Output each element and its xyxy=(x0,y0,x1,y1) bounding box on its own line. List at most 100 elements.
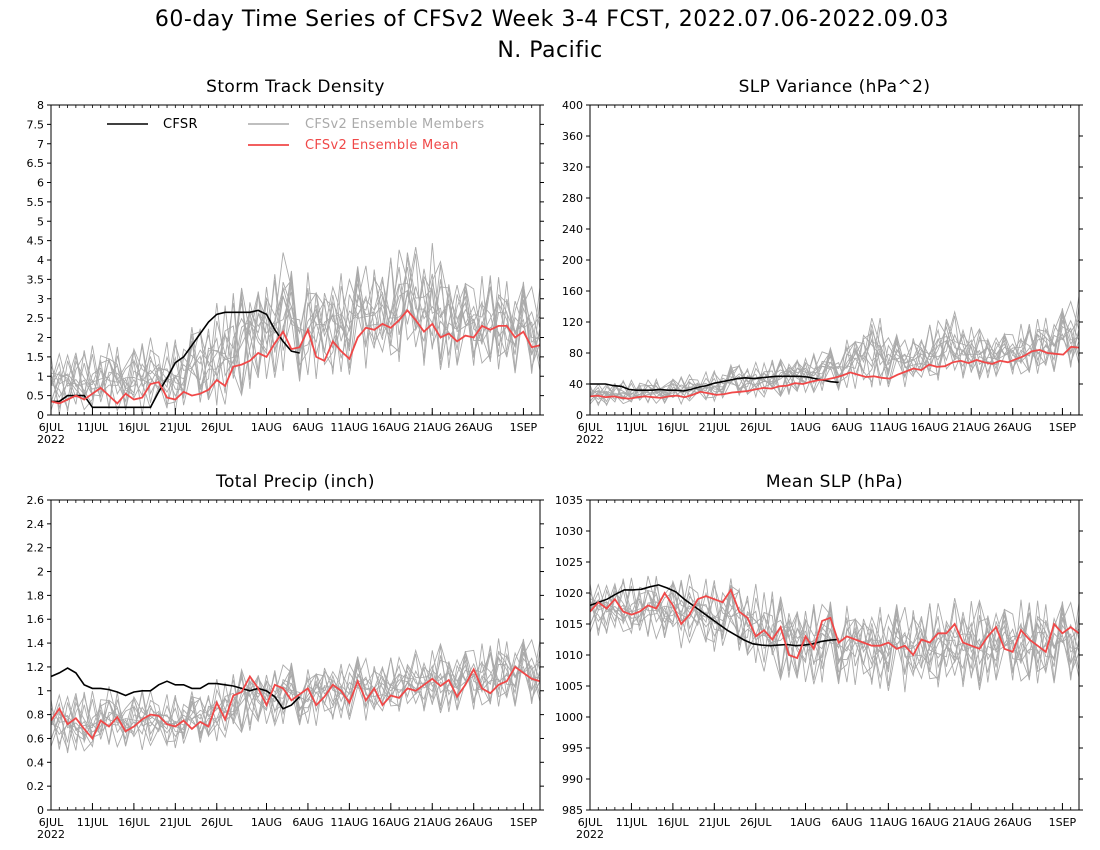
series-members-trace xyxy=(50,645,541,754)
panel-title: Storm Track Density xyxy=(206,77,385,97)
x-tick-label: 6AUG xyxy=(292,816,323,829)
series-cfsr-line xyxy=(51,309,300,409)
y-tick-label: 0 xyxy=(576,409,583,422)
y-tick-label: 120 xyxy=(562,316,583,329)
series-members-trace xyxy=(50,253,541,412)
x-tick-label: 21AUG xyxy=(952,421,990,434)
y-tick-label: 400 xyxy=(562,99,583,112)
series-members-trace xyxy=(50,638,541,752)
x-tick-label: 26AUG xyxy=(455,421,493,434)
y-tick-label: 0.4 xyxy=(27,756,45,769)
y-tick-label: 2.6 xyxy=(27,494,45,507)
y-tick-label: 5 xyxy=(37,215,44,228)
x-tick-label: 11JUL xyxy=(77,816,109,829)
series-members-trace xyxy=(50,640,541,743)
series-ensemble-mean-line xyxy=(50,665,541,741)
series-members-trace xyxy=(589,582,1080,688)
series-members-trace xyxy=(589,575,1080,685)
x-tick-label: 11AUG xyxy=(869,421,907,434)
y-tick-label: 0.8 xyxy=(27,709,45,722)
x-tick-label: 11AUG xyxy=(330,816,368,829)
y-tick-label: 1 xyxy=(37,370,44,383)
legend-mean-label: CFSv2 Ensemble Mean xyxy=(305,138,459,153)
series-members-trace xyxy=(50,252,541,411)
y-tick-label: 6 xyxy=(37,177,44,190)
y-tick-label: 240 xyxy=(562,223,583,236)
x-tick-label: 1AUG xyxy=(251,421,282,434)
y-tick-label: 1010 xyxy=(555,649,583,662)
y-tick-label: 200 xyxy=(562,254,583,267)
x-tick-label: 11AUG xyxy=(330,421,368,434)
x-tick-label: 16JUL xyxy=(118,816,150,829)
plot-frame xyxy=(50,499,541,811)
x-tick-label: 21JUL xyxy=(699,816,731,829)
x-tick-label: 21AUG xyxy=(952,816,990,829)
legend-obs-label: CFSR xyxy=(163,117,198,132)
x-tick-label: 26JUL xyxy=(201,421,233,434)
series-members-trace xyxy=(50,647,541,750)
y-tick-label: 3 xyxy=(37,293,44,306)
plot-frame xyxy=(589,499,1080,811)
panel-total-precip: Total Precip (inch) 0 0.2 0.4 0.6 0.8 1 1.2 1.4 1… xyxy=(27,472,544,841)
y-tick-label: 1.2 xyxy=(27,661,45,674)
y-tick-label: 7 xyxy=(37,138,44,151)
x-tick-label: 11JUL xyxy=(616,816,648,829)
series-members-trace xyxy=(589,578,1080,688)
y-tick-label: 2.4 xyxy=(27,518,45,531)
y-tick-label: 7.5 xyxy=(27,118,45,131)
y-tick-label: 1025 xyxy=(555,556,583,569)
y-tick-label: 80 xyxy=(569,347,583,360)
y-tick-label: 1015 xyxy=(555,618,583,631)
y-tick-label: 1 xyxy=(37,685,44,698)
y-tick-label: 1005 xyxy=(555,680,583,693)
y-tick-label: 1.8 xyxy=(27,589,45,602)
x-tick-label: 16JUL xyxy=(118,421,150,434)
members-group xyxy=(589,574,1080,693)
x-tick-label: 26AUG xyxy=(994,421,1032,434)
x-tick-label: 1SEP xyxy=(510,421,538,434)
panel-slp-variance: SLP Variance (hPa^2) 0 40 80 120 160 200 240 280… xyxy=(562,77,1083,446)
panel-storm-track-density: Storm Track Density 0 0.5 1 1.5 2 2.5 3 3.5 4 4.5 5… xyxy=(27,77,544,446)
series-members-trace xyxy=(50,257,541,404)
x-tick-label: 1SEP xyxy=(1049,816,1077,829)
x-tick-label: 11JUL xyxy=(616,421,648,434)
y-tick-label: 2 xyxy=(37,332,44,345)
series-members-trace xyxy=(50,258,541,415)
x-tick-label: 6JUL xyxy=(578,816,603,829)
x-tick-label: 11JUL xyxy=(77,421,109,434)
x-tick-label: 26JUL xyxy=(740,421,772,434)
x-tick-label: 21JUL xyxy=(699,421,731,434)
y-tick-label: 40 xyxy=(569,378,583,391)
members-group xyxy=(50,243,541,415)
y-tick-label: 995 xyxy=(562,742,583,755)
legend: CFSR CFSv2 Ensemble Members CFSv2 Ensemb… xyxy=(107,117,484,153)
y-tick-label: 985 xyxy=(562,804,583,817)
x-tick-label: 1AUG xyxy=(790,421,821,434)
y-tick-label: 360 xyxy=(562,130,583,143)
y-tick-label: 4.5 xyxy=(27,235,45,248)
x-tick-label: 6AUG xyxy=(831,816,862,829)
y-tick-label: 3.5 xyxy=(27,273,45,286)
x-tick-label: 16AUG xyxy=(911,421,949,434)
x-tick-label: 16JUL xyxy=(657,816,689,829)
series-members-trace xyxy=(589,315,1080,406)
y-tick-label: 280 xyxy=(562,192,583,205)
x-tick-label: 6JUL xyxy=(578,421,603,434)
x-tick-label: 16JUL xyxy=(657,421,689,434)
x-tick-label: 21AUG xyxy=(413,421,451,434)
series-cfsr-line xyxy=(589,584,839,647)
x-tick-label: 6AUG xyxy=(831,421,862,434)
x-tick-label: 26JUL xyxy=(740,816,772,829)
y-tick-label: 0.5 xyxy=(27,390,45,403)
x-tick-label: 26AUG xyxy=(994,816,1032,829)
figure-subtitle: N. Pacific xyxy=(497,38,602,63)
y-tick-label: 2.5 xyxy=(27,312,45,325)
series-cfsr-line xyxy=(590,375,839,392)
y-tick-label: 1035 xyxy=(555,494,583,507)
x-tick-label: 1AUG xyxy=(251,816,282,829)
y-tick-label: 1020 xyxy=(555,587,583,600)
x-year-label: 2022 xyxy=(576,828,604,841)
panel-mean-slp: Mean SLP (hPa) 985 990 995 1000 1005 1010 1015 1… xyxy=(555,472,1083,841)
y-tick-label: 8 xyxy=(37,99,44,112)
y-tick-label: 1.5 xyxy=(27,351,45,364)
